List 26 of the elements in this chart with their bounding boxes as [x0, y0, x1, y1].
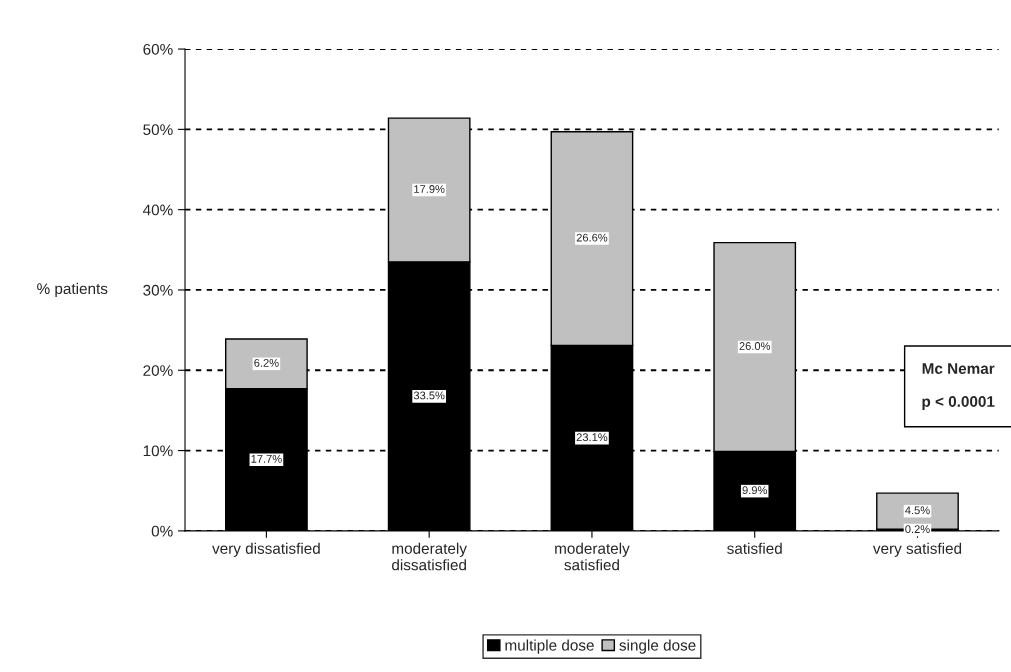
legend-label: single dose — [619, 639, 696, 654]
data-label: 26.0% — [739, 342, 771, 350]
data-label: 0.2% — [905, 525, 930, 534]
data-label: 26.6% — [576, 233, 608, 242]
y-tick-label: 60% — [143, 43, 173, 55]
data-label: 17.7% — [251, 454, 282, 463]
text: Mc Nemar p < 0.0001 — [922, 363, 995, 410]
x-tick-label: satisfied — [727, 542, 782, 554]
x-tick-label: very satisfied — [872, 542, 962, 557]
data-label: 33.5% — [413, 391, 445, 400]
y-tick-label: 10% — [143, 445, 173, 457]
y-tick-label: 50% — [143, 124, 173, 136]
y-tick-label: 20% — [143, 365, 173, 376]
y-axis-title: % patients — [37, 282, 108, 298]
data-label: 4.5% — [905, 506, 930, 515]
x-tick-label: very dissatisfied — [212, 542, 320, 557]
y-tick-label: 0% — [151, 525, 173, 537]
x-tick-label: moderately satisfied — [555, 542, 630, 571]
y-tick-label: 30% — [143, 284, 173, 296]
legend-label: multiple dose — [505, 639, 594, 654]
data-label: 17.9% — [414, 185, 445, 193]
data-label: 6.2% — [254, 358, 279, 367]
x-tick-label: moderately dissatisfied — [392, 542, 467, 571]
data-label: 9.9% — [742, 486, 767, 495]
y-tick-label: 40% — [142, 204, 173, 216]
data-label: 23.1% — [576, 433, 608, 442]
